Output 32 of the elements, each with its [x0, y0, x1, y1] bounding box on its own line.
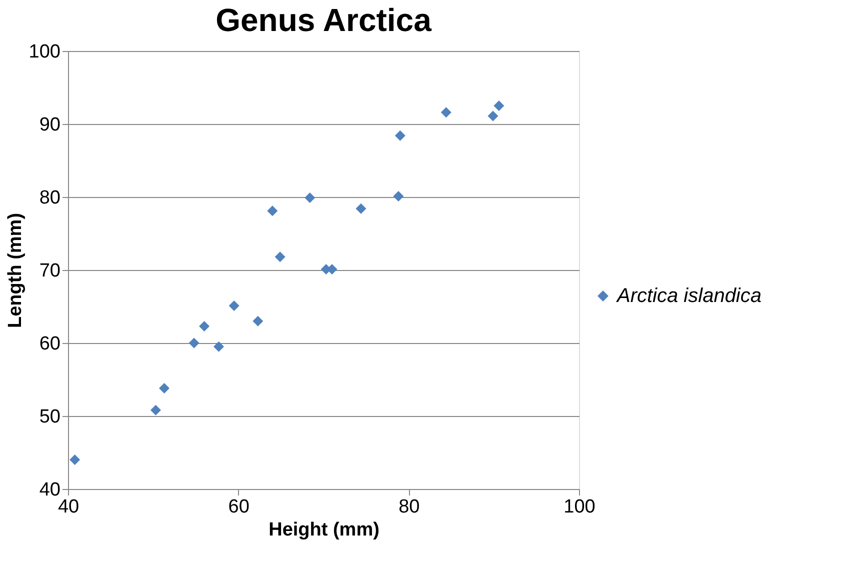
point: [440, 107, 452, 118]
point: [188, 338, 200, 348]
point: [494, 100, 504, 111]
y-tick-label: 90: [39, 114, 60, 136]
point: [228, 300, 240, 312]
point: [274, 252, 286, 262]
point: [267, 206, 278, 216]
y-tick-label: 40: [39, 480, 60, 500]
point: [150, 404, 161, 416]
y-tick-label: 80: [39, 188, 60, 208]
legend-label: Arctica islandica: [616, 285, 762, 307]
x-tick-label: 80: [398, 496, 420, 518]
chart-title: Genus Arctica: [216, 2, 432, 38]
x-tick-label: 40: [58, 496, 80, 518]
point: [356, 203, 366, 214]
y-tick-label: 100: [28, 42, 60, 62]
point: [199, 320, 210, 332]
point: [252, 316, 264, 326]
point: [158, 383, 170, 394]
y-tick-label: 50: [39, 406, 60, 428]
point: [394, 130, 406, 141]
point: [304, 192, 316, 203]
point: [214, 341, 224, 352]
y-tick-label: 70: [39, 260, 60, 282]
x-tick-label: 60: [228, 496, 250, 518]
x-tick-label: 100: [564, 496, 596, 518]
y-tick-label: 60: [39, 334, 60, 354]
x-axis-title: Height (mm): [268, 520, 380, 540]
point: [393, 191, 404, 202]
point: [488, 110, 498, 122]
y-axis-title: Length (mm): [4, 212, 26, 328]
point: [70, 454, 80, 466]
